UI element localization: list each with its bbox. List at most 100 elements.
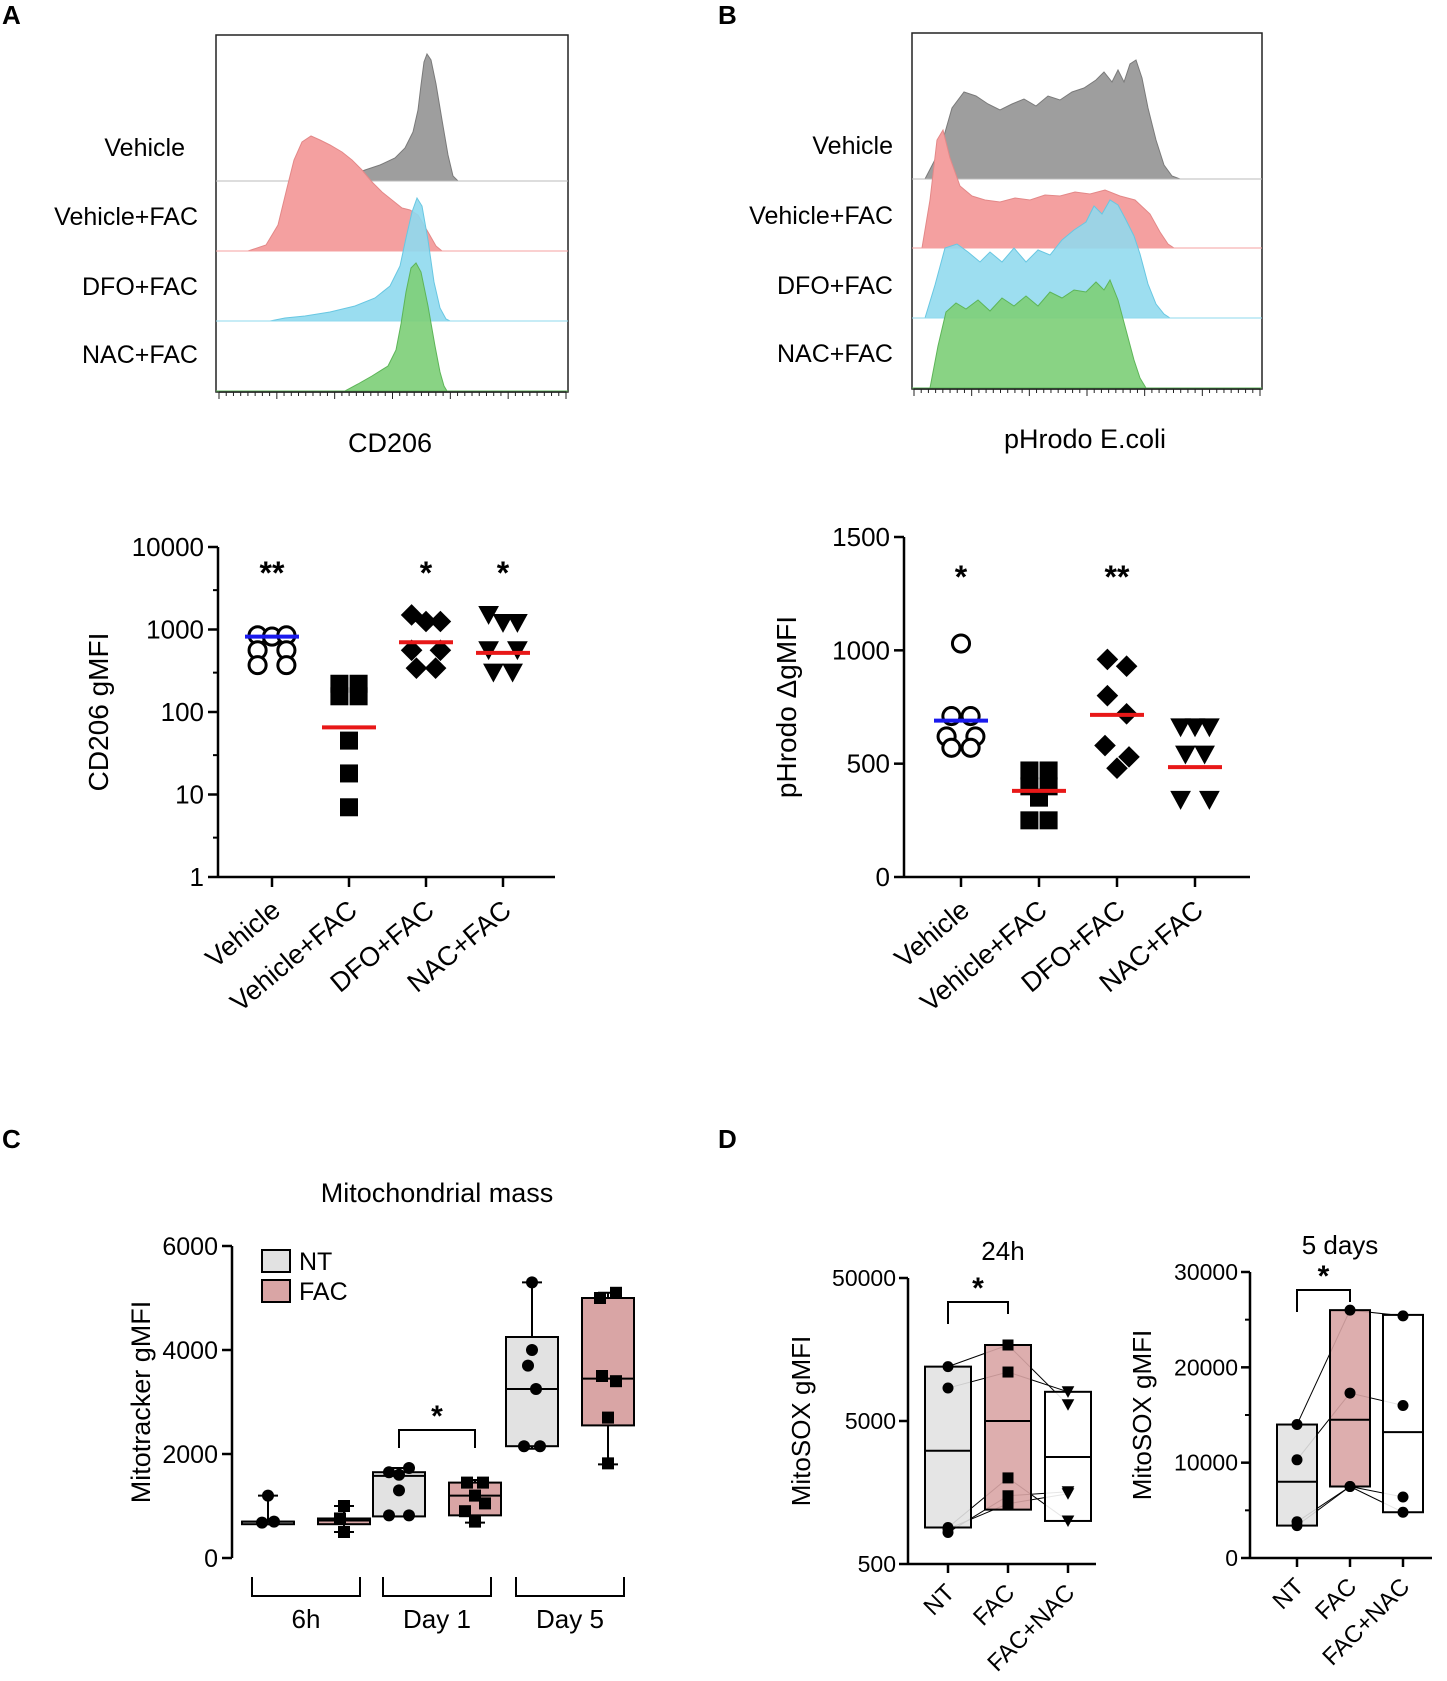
y-axis-label: Mitotracker gMFI	[126, 1301, 156, 1504]
panel-label-a: A	[2, 0, 21, 30]
hist-dfo-fac	[912, 199, 1262, 319]
hist-row-label: DFO+FAC	[777, 272, 893, 300]
group-bracket	[515, 1577, 625, 1597]
y-tick-label: 100	[161, 697, 204, 727]
data-point	[1002, 1490, 1014, 1502]
data-point	[1061, 1386, 1075, 1398]
data-point	[1170, 790, 1191, 810]
legend-swatch	[261, 1249, 291, 1273]
significance-label: **	[1105, 559, 1130, 595]
data-point	[507, 641, 528, 661]
data-point	[1199, 790, 1220, 810]
data-point	[340, 764, 358, 783]
data-point	[1199, 718, 1220, 738]
panel-label-d: D	[718, 1124, 737, 1154]
data-point	[478, 605, 499, 625]
data-point	[247, 655, 268, 676]
hist-x-ticks	[218, 391, 567, 399]
hist-nac-fac	[912, 278, 1262, 389]
data-point	[1397, 1310, 1409, 1322]
data-point	[594, 1292, 606, 1304]
data-point	[429, 639, 452, 662]
data-point	[1094, 734, 1116, 757]
data-point	[942, 1361, 954, 1373]
significance-label: *	[955, 559, 968, 595]
hist-x-ticks	[913, 388, 1261, 396]
hist-row-label: NAC+FAC	[82, 341, 198, 369]
x-tick-label: FAC	[968, 1579, 1020, 1631]
data-point	[383, 1466, 395, 1479]
y-tick-label: 0	[204, 1545, 218, 1573]
y-tick-label: 5000	[845, 1408, 896, 1434]
data-point	[1344, 1481, 1356, 1492]
data-point	[338, 1500, 350, 1512]
legend-swatch	[261, 1279, 291, 1303]
hist-row-label: NAC+FAC	[777, 340, 893, 368]
data-point	[483, 663, 504, 683]
data-point	[276, 655, 297, 676]
y-tick-label: 1000	[832, 635, 890, 665]
group-bracket	[251, 1577, 361, 1597]
hist-x-label: CD206	[348, 428, 432, 458]
panel-label-b: B	[718, 0, 737, 30]
data-point	[469, 1515, 481, 1528]
data-point	[479, 1497, 491, 1510]
boxplot-mitochondrial-mass: Mitochondrial mass 0 2000 4000 6000 Mitotrack…	[126, 1178, 635, 1634]
y-tick-label: 1	[190, 862, 204, 892]
y-tick-label: 4000	[162, 1337, 218, 1365]
y-axis-label: CD206 gMFI	[83, 633, 114, 792]
hist-vehicle	[912, 59, 1262, 180]
data-point	[1291, 1454, 1303, 1466]
y-tick-label: 10000	[1174, 1450, 1238, 1476]
data-point	[1184, 718, 1206, 738]
data-point	[526, 1276, 538, 1289]
data-point	[1061, 1399, 1075, 1411]
data-point	[1020, 811, 1039, 830]
data-point	[941, 737, 962, 758]
data-point	[610, 1375, 622, 1388]
legend-label: NT	[299, 1248, 332, 1276]
y-tick-label: 0	[876, 862, 890, 892]
data-point	[1397, 1506, 1409, 1518]
data-point	[1397, 1491, 1409, 1503]
data-point	[340, 798, 358, 817]
legend-label: FAC	[299, 1278, 348, 1306]
data-point	[1170, 718, 1191, 738]
box	[1276, 1423, 1318, 1527]
significance-label: *	[497, 555, 510, 591]
data-point	[522, 1359, 534, 1372]
data-point	[424, 657, 447, 679]
data-point	[1061, 1515, 1075, 1528]
y-tick-label: 500	[858, 1551, 896, 1577]
data-point	[1118, 746, 1140, 768]
histogram-cd206: Vehicle Vehicle+FAC DFO+FAC NAC+FAC CD20…	[54, 34, 569, 458]
data-point	[526, 1344, 538, 1356]
y-tick-label: 10000	[132, 532, 204, 562]
data-point	[1039, 761, 1058, 780]
significance-label: *	[431, 1400, 443, 1433]
y-axis-label: MitoSOX gMFI	[1127, 1330, 1157, 1500]
hist-row-label: Vehicle+FAC	[749, 202, 893, 230]
y-tick-label: 1000	[146, 615, 204, 645]
data-point	[1002, 1498, 1014, 1510]
hist-nac-fac	[216, 262, 568, 392]
data-point	[1175, 745, 1196, 765]
hist-vehicle	[216, 52, 568, 182]
data-point	[383, 1509, 395, 1522]
group-label: 6h	[292, 1604, 321, 1634]
y-tick-label: 50000	[832, 1265, 896, 1291]
data-point	[507, 613, 528, 633]
hist-vehicle-fac	[216, 135, 568, 252]
data-point	[942, 1382, 954, 1394]
data-point	[1096, 648, 1119, 671]
panel-label-c: C	[2, 1124, 21, 1154]
data-point	[1291, 1520, 1303, 1532]
data-point	[1115, 655, 1138, 677]
significance-bracket	[398, 1429, 476, 1448]
data-point	[429, 610, 452, 633]
significance-bracket	[947, 1301, 1009, 1324]
y-tick-label: 20000	[1174, 1354, 1238, 1380]
data-point	[478, 641, 499, 661]
